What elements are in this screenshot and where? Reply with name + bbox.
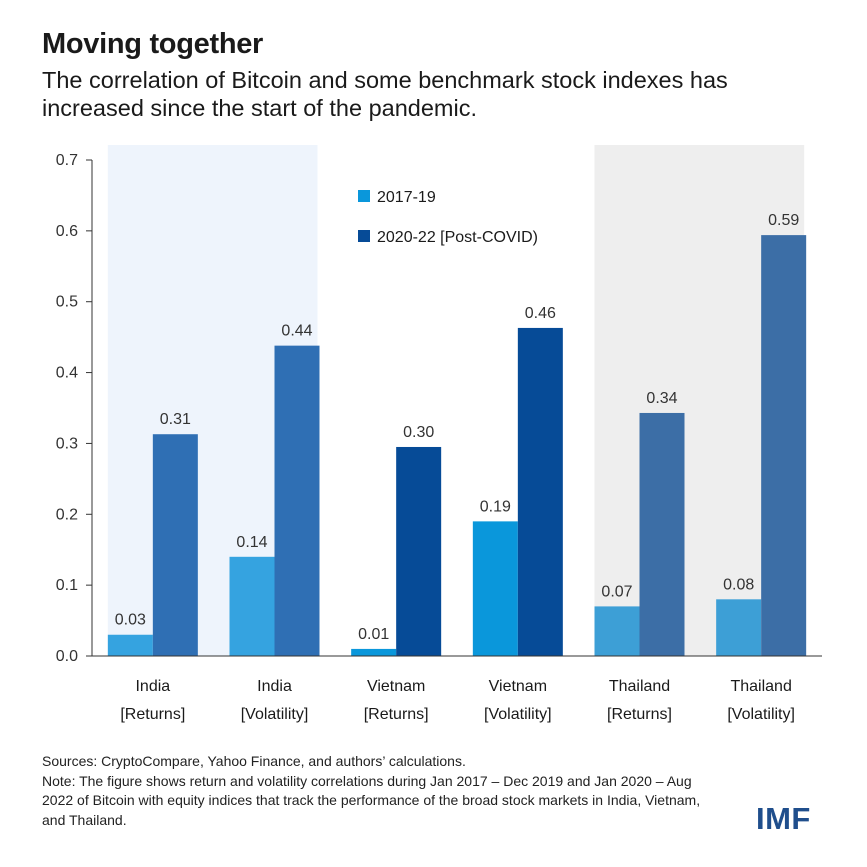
data-label: 0.08 bbox=[723, 576, 754, 593]
category-label: Vietnam bbox=[367, 678, 425, 695]
category-sublabel: [Volatility] bbox=[241, 706, 309, 723]
bar-chart: 0.0 0.1 0.2 0.3 0.4 0.5 0.6 0.7 0.03 0.14 0.01 0.19… bbox=[56, 145, 822, 723]
bar-2020-22-5 bbox=[761, 235, 807, 656]
y-tick-label: 0.2 bbox=[56, 506, 78, 523]
data-label: 0.14 bbox=[236, 534, 267, 551]
category-sublabel: [Volatility] bbox=[727, 706, 795, 723]
y-tick-label: 0.6 bbox=[56, 223, 78, 240]
data-label: 0.30 bbox=[403, 424, 434, 441]
data-label: 0.19 bbox=[480, 498, 511, 515]
y-tick-label: 0.1 bbox=[56, 577, 78, 594]
bar-2017-19-0 bbox=[107, 634, 153, 656]
category-label: Thailand bbox=[730, 678, 791, 695]
y-tick-label: 0.4 bbox=[56, 365, 78, 382]
bar-2020-22-2 bbox=[396, 446, 442, 656]
bar-2020-22-0 bbox=[152, 434, 198, 656]
bar-2020-22-3 bbox=[517, 327, 563, 656]
data-label: 0.46 bbox=[525, 305, 556, 322]
bar-2017-19-3 bbox=[472, 521, 518, 656]
bar-2020-22-4 bbox=[639, 412, 685, 656]
category-sublabel: [Returns] bbox=[607, 706, 672, 723]
bar-2017-19-5 bbox=[716, 599, 762, 656]
category-label: Vietnam bbox=[489, 678, 547, 695]
bar-2017-19-2 bbox=[351, 648, 397, 656]
category-sublabel: [Returns] bbox=[364, 706, 429, 723]
data-label: 0.07 bbox=[601, 583, 632, 600]
y-tick-label: 0.0 bbox=[56, 648, 78, 665]
data-label: 0.44 bbox=[281, 323, 312, 340]
category-sublabel: [Returns] bbox=[120, 706, 185, 723]
legend-label: 2020-22 [Post-COVID) bbox=[377, 229, 538, 246]
chart-subtitle: The correlation of Bitcoin and some benc… bbox=[42, 67, 728, 121]
data-label: 0.31 bbox=[160, 411, 191, 428]
legend-swatch bbox=[358, 190, 370, 202]
chart-title: Moving together bbox=[42, 28, 264, 60]
data-label: 0.59 bbox=[768, 212, 799, 229]
data-label: 0.01 bbox=[358, 626, 389, 643]
bar-2020-22-1 bbox=[274, 345, 320, 656]
y-tick-label: 0.7 bbox=[56, 152, 78, 169]
y-tick-label: 0.3 bbox=[56, 435, 78, 452]
sources-note: Sources: CryptoCompare, Yahoo Finance, a… bbox=[42, 753, 466, 769]
legend-label: 2017-19 bbox=[377, 189, 436, 206]
data-label: 0.03 bbox=[115, 612, 146, 629]
category-label: India bbox=[135, 678, 170, 695]
category-sublabel: [Volatility] bbox=[484, 706, 552, 723]
y-tick-label: 0.5 bbox=[56, 294, 78, 311]
data-label: 0.34 bbox=[646, 390, 677, 407]
methodology-note: Note: The figure shows return and volati… bbox=[42, 772, 701, 828]
bar-2017-19-4 bbox=[594, 606, 640, 656]
chart-footer: Sources: CryptoCompare, Yahoo Finance, a… bbox=[42, 752, 722, 830]
bar-2017-19-1 bbox=[229, 556, 275, 656]
imf-logo: IMF bbox=[756, 801, 811, 836]
category-label: India bbox=[257, 678, 292, 695]
category-label: Thailand bbox=[609, 678, 670, 695]
legend-swatch bbox=[358, 230, 370, 242]
